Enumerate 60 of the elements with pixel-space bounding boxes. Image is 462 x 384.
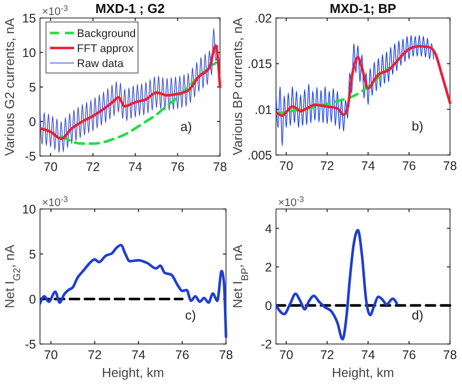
y-tick-label: 10 [22, 202, 36, 216]
x-tick-label: 74 [132, 348, 146, 362]
x-axis-title: Height, km [332, 365, 394, 380]
y-tick-label: .005 [248, 148, 272, 162]
y-tick-label: 2 [265, 260, 272, 274]
x-axis-title: Height, km [102, 365, 164, 380]
legend-label: Raw data [77, 58, 124, 70]
legend-label: Background [77, 28, 136, 40]
line-series [40, 44, 222, 140]
y-tick-label: 10 [22, 46, 36, 60]
x-tick-label: 74 [128, 160, 142, 174]
y-tick-label: -5 [24, 150, 36, 164]
y-tick-label: .02 [254, 12, 272, 26]
annotation: ×10$^{-3}$ [278, 194, 304, 209]
x-tick-label: 78 [443, 159, 457, 173]
line-series [276, 66, 390, 116]
line-series [40, 28, 218, 153]
y-tick-label: .015 [248, 57, 272, 72]
x-tick-label: 78 [213, 160, 227, 174]
annotation: ×10$^{-3}$ [42, 4, 68, 18]
legend-label: FFT approx [77, 43, 134, 55]
x-tick-label: 70 [279, 348, 294, 362]
x-tick-label: 76 [402, 348, 416, 362]
chart-title: MXD-1 ; G2 [95, 1, 165, 16]
x-tick-label: 72 [88, 348, 102, 362]
y-tick-label: -5 [24, 338, 36, 352]
y-tick-label: 0 [265, 298, 272, 313]
x-tick-label: 76 [170, 160, 185, 174]
y-tick-label: 0 [29, 115, 36, 129]
y-tick-label: 5 [29, 248, 36, 262]
annotation: d) [412, 308, 424, 323]
x-tick-label: 78 [443, 348, 457, 362]
x-tick-label: 72 [320, 159, 334, 173]
y-tick-label: -2 [260, 338, 272, 352]
y-tick-label: .01 [254, 102, 272, 117]
x-tick-label: 70 [44, 348, 58, 362]
x-tick-label: 70 [44, 160, 58, 174]
x-tick-label: 74 [361, 159, 376, 173]
x-tick-label: 74 [361, 348, 376, 362]
line-series [276, 228, 398, 340]
line-series [276, 34, 434, 146]
x-tick-label: 76 [402, 159, 416, 173]
y-tick-label: 15 [22, 12, 36, 26]
annotation: c) [185, 308, 196, 323]
line-series [276, 45, 452, 118]
x-tick-label: 70 [279, 159, 294, 173]
line-series [40, 244, 228, 338]
x-tick-label: 72 [86, 160, 100, 174]
annotation: ×10$^{-3}$ [42, 194, 68, 209]
y-tick-label: 0 [29, 292, 36, 306]
x-tick-label: 78 [219, 348, 233, 362]
x-tick-label: 76 [175, 348, 190, 362]
x-tick-label: 72 [320, 348, 334, 362]
annotation: b) [412, 118, 424, 134]
y-tick-label: 5 [29, 80, 36, 94]
annotation: a) [180, 119, 192, 134]
y-axis-title: Various G2 currents, nA [2, 18, 17, 156]
y-axis-title: Various BP currents, nA [230, 17, 245, 156]
y-tick-label: 4 [265, 222, 272, 236]
chart-title: MXD-1; BP [330, 1, 397, 16]
